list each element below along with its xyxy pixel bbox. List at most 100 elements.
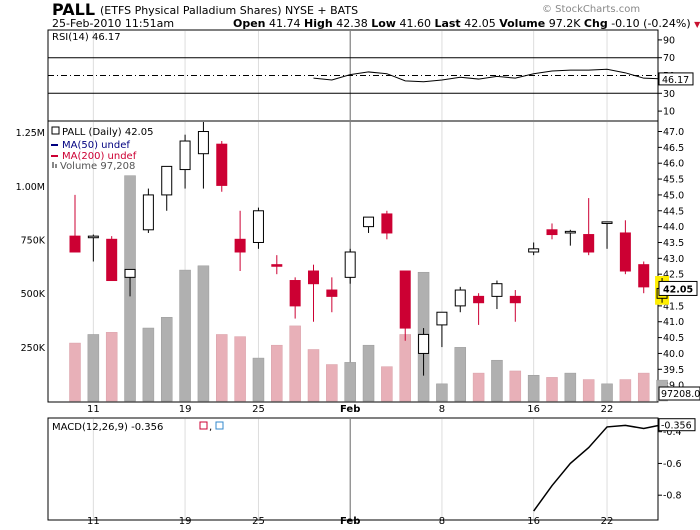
- candle-body: [491, 283, 503, 297]
- x-tick-label: 19: [179, 404, 192, 415]
- candle-body: [69, 235, 81, 253]
- volume-value: 97.2K: [548, 17, 581, 30]
- rsi-last-tag: [658, 72, 694, 86]
- candle-body: [509, 295, 521, 304]
- exchange: NYSE + BATS: [285, 4, 359, 17]
- candle-body: [363, 216, 375, 228]
- price-tick-label: 43.5: [663, 238, 684, 249]
- volume-bar: [546, 377, 558, 402]
- x-tick-label: 8: [439, 516, 445, 527]
- volume-bar: [436, 383, 448, 402]
- volume-bar: [179, 269, 191, 402]
- candle-body: [638, 264, 650, 288]
- last-volume-tag: [658, 386, 700, 401]
- price-tick-label: 46.0: [663, 159, 684, 170]
- volume-bar: [216, 334, 228, 402]
- candle-body: [252, 210, 264, 243]
- candle-body: [142, 194, 154, 231]
- x-tick-label: 16: [527, 516, 540, 527]
- candle-body: [381, 213, 393, 234]
- price-legend: PALL (Daily) 42.05: [62, 127, 153, 138]
- volume-bar: [271, 344, 283, 402]
- volume-bar: [601, 383, 613, 402]
- macd-legend: MACD(12,26,9) -0.356: [52, 422, 163, 433]
- candle-body: [619, 232, 631, 272]
- volume-bar: [527, 374, 540, 402]
- svg-text:,: ,: [209, 422, 212, 433]
- security-name: (ETFS Physical Palladium Shares) NYSE + …: [100, 4, 358, 17]
- price-tick-label: 47.0: [663, 127, 684, 138]
- volume-tick-label: 1.25M: [16, 128, 45, 139]
- ma50-legend: MA(50) undef: [62, 140, 130, 151]
- last-value: 42.05: [464, 17, 496, 30]
- x-tick-label: 16: [527, 404, 540, 415]
- high-label: High: [304, 17, 333, 30]
- candle-body: [399, 270, 411, 329]
- x-tick-label: 22: [601, 404, 614, 415]
- volume-bar: [362, 344, 375, 402]
- open-label: Open: [233, 17, 266, 30]
- candle-body: [197, 131, 209, 155]
- candle-body: [106, 238, 118, 282]
- x-tick-label: 25: [252, 516, 265, 527]
- rsi-last-label: 46.17: [662, 75, 689, 86]
- volume-bar: [307, 349, 320, 402]
- quote-summary: Open 41.74 High 42.38 Low 41.60 Last 42.…: [233, 17, 700, 30]
- volume-bar: [105, 332, 118, 402]
- volume-bar: [252, 357, 265, 402]
- price-tick-label: 44.0: [663, 222, 684, 233]
- candle-body: [564, 230, 576, 234]
- candle-body: [87, 235, 99, 239]
- rsi-tick-label: 90: [663, 35, 675, 46]
- volume-bar: [197, 265, 210, 402]
- macd-last-label: -0.356: [661, 421, 692, 432]
- volume-bar: [454, 347, 467, 402]
- volume-legend-icon: [52, 162, 54, 168]
- macd-line: [533, 423, 663, 512]
- price-tick-label: 41.5: [663, 301, 684, 312]
- rsi-tick-label: 30: [663, 89, 675, 100]
- rsi-tick-label: 70: [663, 53, 675, 64]
- candle-body: [583, 234, 595, 253]
- price-tick-label: 41.0: [663, 317, 684, 328]
- candle-body: [216, 143, 228, 186]
- price-tick-label: 40.0: [663, 349, 684, 360]
- volume-bar: [381, 366, 393, 402]
- quote-datetime: 25-Feb-2010 11:51am: [52, 17, 175, 30]
- macd-signal-legend-icon: [199, 421, 208, 430]
- volume-bar: [491, 359, 503, 402]
- rsi-panel: 103050709046.17: [48, 35, 694, 118]
- x-tick-label: Feb: [340, 516, 360, 527]
- volume-bar: [582, 379, 595, 402]
- low-label: Low: [371, 17, 396, 30]
- x-tick-label: 8: [439, 404, 445, 415]
- macd-tick-label: -0.6: [663, 459, 682, 470]
- symbol: PALL: [52, 0, 96, 19]
- candle-body: [326, 289, 338, 297]
- volume-bar: [234, 336, 246, 402]
- candle-body: [344, 251, 356, 278]
- rsi-tick-label: 10: [663, 107, 675, 118]
- volume-bar: [87, 334, 100, 402]
- volume-bar: [289, 325, 301, 402]
- volume-bar: [326, 364, 338, 402]
- volume-bar: [472, 372, 485, 402]
- volume-tick-label: 750K: [21, 236, 46, 247]
- macd-tick-label: -0.8: [663, 491, 682, 502]
- candle-legend-icon: [51, 126, 60, 135]
- x-axis: 11 11 19 19 25 25 Feb Feb 8 8 16 16 22 22: [87, 404, 613, 527]
- candle-body: [234, 238, 246, 253]
- price-tick-label: 45.0: [663, 190, 684, 201]
- x-tick-label: Feb: [340, 404, 360, 415]
- open-value: 41.74: [269, 17, 301, 30]
- change-value: -0.10 (-0.24%): [611, 17, 691, 30]
- volume-tick-label: 500K: [21, 289, 46, 300]
- candle-body: [179, 140, 191, 171]
- candle-body: [473, 295, 485, 304]
- price-tick-label: 46.5: [663, 143, 684, 154]
- price-tick-label: 45.5: [663, 175, 684, 186]
- x-tick-label: 11: [87, 404, 100, 415]
- volume-tick-label: 1.00M: [16, 182, 45, 193]
- candle-body: [454, 289, 466, 307]
- price-tick-label: 40.5: [663, 333, 684, 344]
